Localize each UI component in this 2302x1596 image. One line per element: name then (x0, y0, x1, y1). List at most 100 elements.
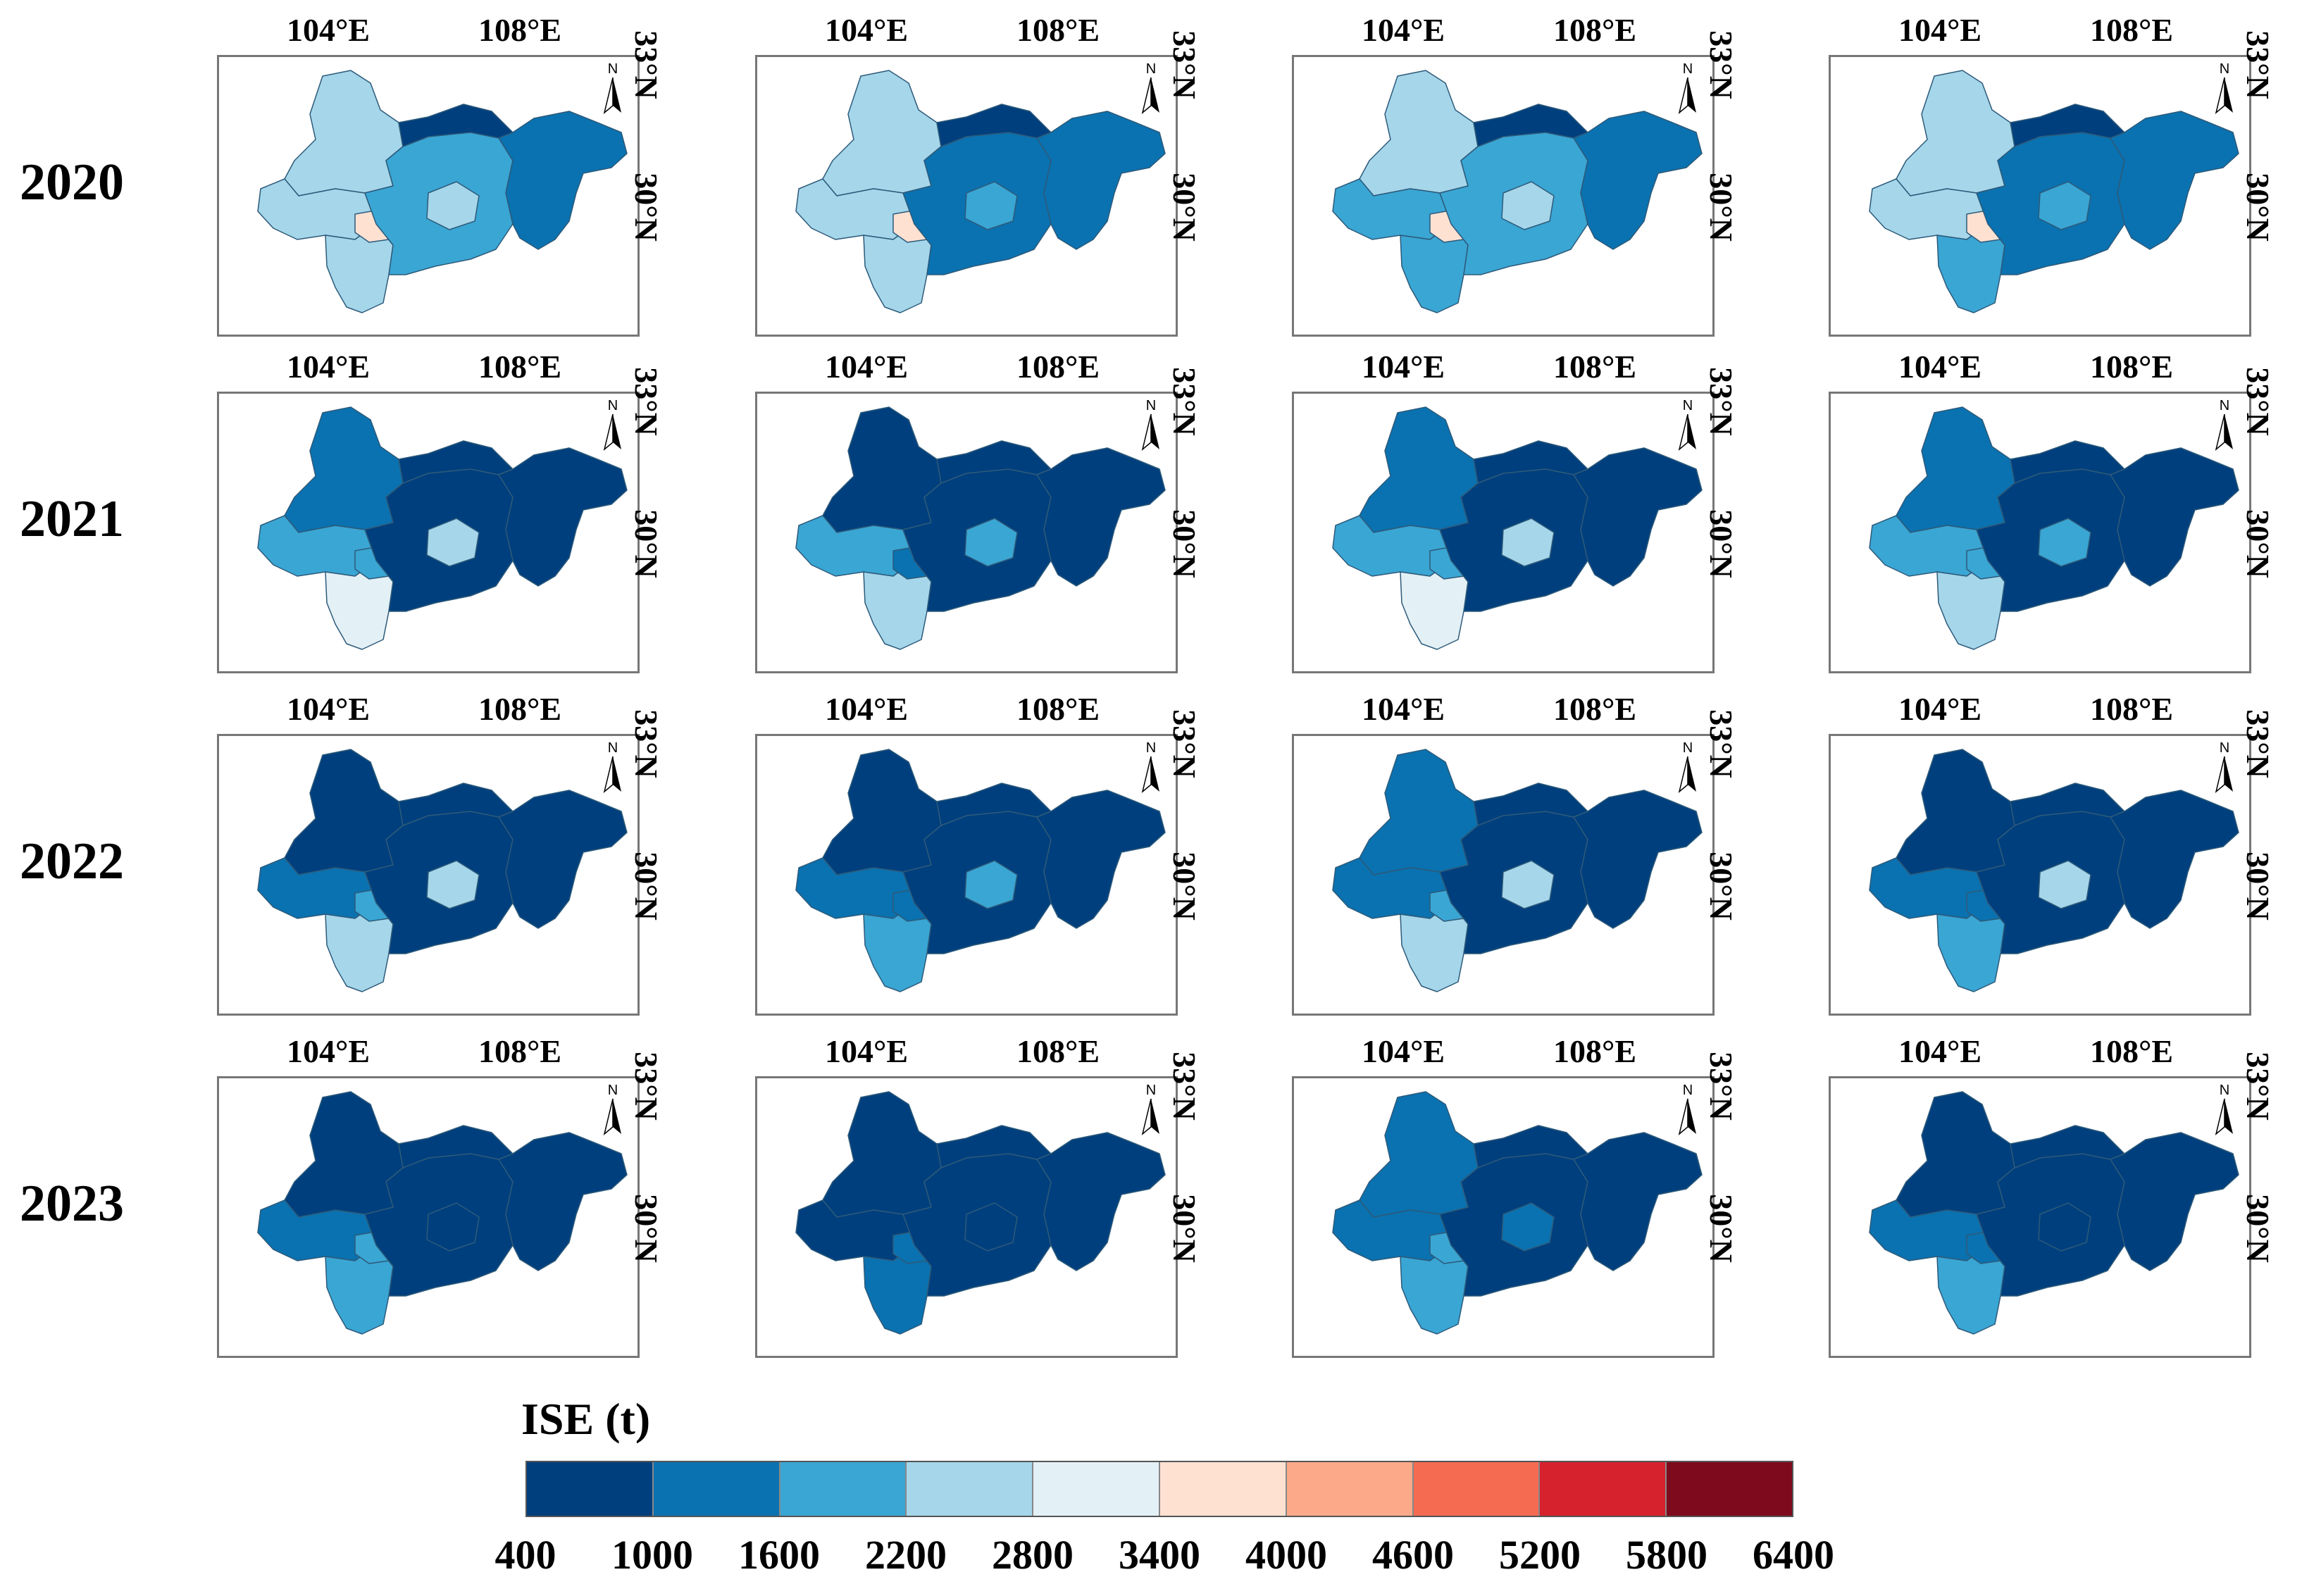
lon-tick-label: 104°E (824, 691, 909, 727)
north-arrow-icon: N (2215, 740, 2233, 794)
lon-tick-label: 108°E (1553, 691, 1637, 727)
map-panel: N 104°E 108°E 33°N 30°N (217, 691, 664, 1016)
map-region (1359, 70, 1479, 197)
map-region (2038, 518, 2091, 567)
map-panel: N 104°E 108°E 33°N 30°N (755, 349, 1202, 673)
north-arrow-icon: N (603, 1083, 621, 1136)
region-map: N (1332, 61, 1703, 313)
region-map: N (257, 740, 628, 992)
map-panel: N 104°E 108°E 33°N 30°N (217, 12, 664, 337)
year-label: 2020 (20, 154, 124, 211)
legend-tick-label: 6400 (1753, 1532, 1834, 1578)
lon-tick-label: 108°E (2089, 1033, 2174, 1069)
map-region (1573, 447, 1703, 587)
north-arrow-icon: N (1678, 740, 1696, 794)
map-panel: N 104°E 108°E 33°N 30°N (1829, 349, 2276, 673)
north-arrow-icon: N (1678, 61, 1696, 115)
legend-swatch (1540, 1462, 1667, 1516)
legend-tick-label: 1600 (738, 1532, 820, 1578)
map-region (498, 447, 628, 587)
year-label: 2023 (20, 1175, 124, 1233)
legend-swatch (1033, 1462, 1160, 1516)
svg-text:N: N (1146, 398, 1156, 413)
lon-tick-label: 108°E (478, 12, 562, 48)
svg-text:N: N (1683, 740, 1693, 756)
map-region (1036, 790, 1166, 929)
map-region (1501, 518, 1555, 567)
lon-tick-label: 108°E (1016, 12, 1100, 48)
legend-swatch (653, 1462, 780, 1516)
lon-tick-label: 108°E (1553, 12, 1637, 48)
north-arrow-icon: N (2215, 1083, 2233, 1136)
lon-tick-label: 104°E (286, 349, 371, 385)
map-region (1036, 1132, 1166, 1271)
map-region (2110, 1132, 2239, 1271)
map-region (2038, 860, 2091, 909)
lon-tick-label: 104°E (1361, 349, 1445, 385)
north-arrow-icon: N (2215, 61, 2233, 115)
north-arrow-icon: N (2215, 398, 2233, 451)
legend-swatch (527, 1462, 654, 1516)
legend-tick-label: 4000 (1245, 1532, 1327, 1578)
map-region (426, 1202, 480, 1252)
region-map: N (1869, 1083, 2239, 1335)
lon-tick-label: 108°E (2089, 12, 2174, 48)
year-label: 2022 (20, 833, 124, 890)
map-region (284, 749, 404, 875)
legend-tick-label: 5200 (1499, 1532, 1581, 1578)
map-region (1359, 749, 1479, 875)
map-region (822, 1091, 942, 1218)
north-arrow-icon: N (603, 740, 621, 794)
map-region (1896, 1091, 2015, 1218)
map-region (2110, 111, 2239, 250)
map-panel: N 104°E 108°E 33°N 30°N (1829, 1033, 2276, 1358)
region-map: N (1869, 398, 2239, 650)
map-region (1501, 1202, 1555, 1252)
svg-text:N: N (608, 61, 618, 77)
lon-tick-label: 104°E (286, 1033, 371, 1069)
region-map: N (1869, 740, 2239, 992)
north-arrow-icon: N (603, 61, 621, 115)
lon-tick-label: 108°E (1553, 1033, 1637, 1069)
svg-text:N: N (608, 398, 618, 413)
map-region (1359, 406, 1479, 533)
map-panel: N 104°E 108°E 33°N 30°N (1829, 691, 2276, 1016)
map-region (2038, 1202, 2091, 1252)
map-panel: N 104°E 108°E 33°N 30°N (217, 349, 664, 673)
svg-text:N: N (1146, 740, 1156, 756)
map-region (1896, 406, 2015, 533)
map-region (822, 749, 942, 875)
map-region (498, 790, 628, 929)
map-panel: N 104°E 108°E 33°N 30°N (755, 691, 1202, 1016)
legend-tick-label: 4600 (1372, 1532, 1454, 1578)
map-panel: N 104°E 108°E 33°N 30°N (755, 1033, 1202, 1358)
legend-tick-label: 1000 (611, 1532, 693, 1578)
year-label: 2021 (20, 490, 124, 548)
svg-text:N: N (2220, 398, 2229, 413)
map-region (964, 518, 1018, 567)
svg-text:N: N (608, 740, 618, 756)
region-map: N (1332, 1083, 1703, 1335)
map-region (964, 1202, 1018, 1252)
map-region (498, 111, 628, 250)
north-arrow-icon: N (1141, 61, 1159, 115)
svg-text:N: N (608, 1083, 618, 1098)
map-region (1501, 181, 1555, 230)
region-map: N (257, 398, 628, 650)
lon-tick-label: 108°E (478, 1033, 562, 1069)
legend-tick-label: 3400 (1119, 1532, 1200, 1578)
map-region (1896, 749, 2015, 875)
region-map: N (795, 398, 1166, 650)
lon-tick-label: 108°E (1553, 349, 1637, 385)
region-map: N (257, 61, 628, 313)
lon-tick-label: 104°E (824, 12, 909, 48)
map-region (2110, 790, 2239, 929)
legend-swatch (1286, 1462, 1414, 1516)
map-region (822, 70, 942, 197)
legend-tick-label: 5800 (1626, 1532, 1707, 1578)
legend-swatch (780, 1462, 907, 1516)
map-panel: N 104°E 108°E 33°N 30°N (755, 12, 1202, 337)
map-region (426, 860, 480, 909)
map-panel: N 104°E 108°E 33°N 30°N (1292, 691, 1739, 1016)
lon-tick-label: 104°E (824, 349, 909, 385)
